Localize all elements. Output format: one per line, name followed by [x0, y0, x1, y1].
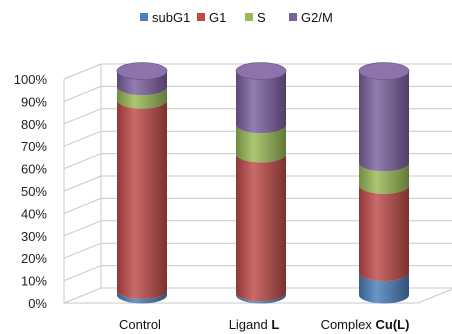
bars-layer [116, 62, 410, 304]
grid-diagonal [63, 242, 102, 259]
y-axis: 0% 10% 20% 30% 40% 50% 60% 70% 80% 90% 100% [14, 72, 48, 311]
x-category-label: Ligand L [229, 317, 280, 332]
bar-top-cap [235, 62, 287, 80]
grid-diagonal [63, 85, 102, 102]
y-tick-label: 40% [21, 206, 47, 221]
x-axis: Control Ligand L Complex Cu(L) [119, 317, 409, 332]
y-tick-label: 90% [21, 94, 47, 109]
bar-segment [359, 185, 409, 282]
bar-segment [117, 71, 167, 96]
y-tick-label: 0% [28, 296, 47, 311]
y-tick-label: 50% [21, 184, 47, 199]
legend-swatch [289, 13, 297, 21]
grid-diagonal [63, 108, 102, 125]
bar-segment [236, 292, 286, 304]
grid-diagonal [63, 130, 102, 147]
y-tick-label: 60% [21, 162, 47, 177]
bar-segment [117, 86, 167, 109]
legend-label: S [257, 10, 266, 25]
y-tick-label: 100% [14, 72, 48, 87]
bar-segment [359, 71, 409, 172]
grid-diagonal [63, 197, 102, 214]
legend-item: G2/M [289, 10, 333, 25]
y-tick-label: 10% [21, 274, 47, 289]
grid-diagonal [63, 287, 102, 304]
legend-item: S [245, 10, 266, 25]
legend: subG1 G1 S G2/M [140, 10, 333, 25]
legend-item: subG1 [140, 10, 190, 25]
bar-segment [236, 71, 286, 134]
legend-swatch [140, 13, 148, 21]
bar-segment [236, 124, 286, 163]
grid-diagonal [63, 220, 102, 237]
y-tick-label: 80% [21, 117, 47, 132]
legend-item: G1 [197, 10, 226, 25]
bar-group [235, 62, 287, 304]
bar-segment [359, 162, 409, 194]
legend-swatch [197, 13, 205, 21]
bar-group [116, 62, 168, 304]
y-tick-label: 70% [21, 139, 47, 154]
floor-right-edge [417, 288, 452, 304]
y-tick-label: 30% [21, 229, 47, 244]
bar-segment [117, 100, 167, 300]
y-tick-label: 20% [21, 251, 47, 266]
bar-segment [359, 272, 409, 304]
bar-group [358, 62, 410, 304]
bar-top-cap [358, 62, 410, 80]
bar-segment [117, 290, 167, 304]
legend-label: subG1 [152, 10, 190, 25]
x-category-label: Control [119, 317, 161, 332]
bar-segment [236, 153, 286, 302]
x-category-label: Complex Cu(L) [321, 317, 410, 332]
bar-top-cap [116, 62, 168, 80]
grid-diagonal [63, 153, 102, 170]
legend-swatch [245, 13, 253, 21]
grid-diagonal [63, 63, 102, 80]
grid-diagonal [63, 175, 102, 192]
grid-diagonal [63, 265, 102, 282]
legend-label: G2/M [301, 10, 333, 25]
legend-label: G1 [209, 10, 226, 25]
